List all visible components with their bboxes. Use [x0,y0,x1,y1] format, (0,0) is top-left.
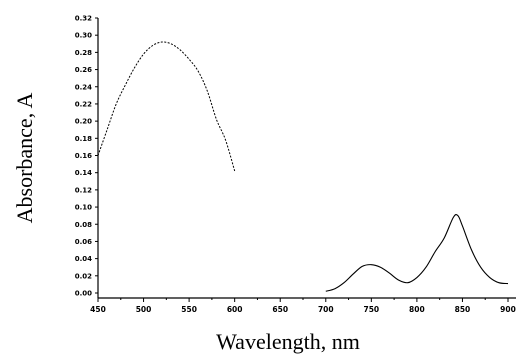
y-ticks: 0.00 0.02 0.04 0.06 0.08 0.10 0.12 0.14 0.16 0.18… [75,15,98,298]
y-tick-label: 0.02 [75,272,92,280]
y-tick-label: 0.10 [75,204,92,212]
y-tick-label: 0.12 [75,186,92,194]
y-tick-label: 0.16 [75,152,92,160]
x-tick-label: 800 [409,305,425,314]
series-line-1 [97,41,236,172]
y-tick-label: 0.04 [75,255,92,263]
x-tick-label: 850 [455,305,471,314]
y-tick-label: 0.22 [75,100,92,108]
y-tick-label: 0.26 [75,66,92,74]
y-tick-label: 0.20 [75,118,92,126]
y-tick-label: 0.18 [75,135,92,143]
y-tick-label: 0.00 [75,290,92,298]
x-tick-label: 550 [181,305,197,314]
x-tick-label: 750 [364,305,380,314]
y-tick-label: 0.06 [75,238,92,246]
x-tick-label: 900 [500,305,516,314]
x-tick-label: 450 [90,305,106,314]
series-line-2 [325,214,509,292]
y-tick-label: 0.08 [75,221,92,229]
series-layer [97,41,509,292]
y-tick-label: 0.24 [75,83,92,91]
x-ticks: 450 500 550 600 650 700 750 800 850 900 [90,298,516,314]
x-tick-label: 600 [227,305,243,314]
y-tick-label: 0.32 [75,15,92,23]
y-axis-title: Absorbance, A [12,93,37,224]
plot-area: 0.00 0.02 0.04 0.06 0.08 0.10 0.12 0.14 0.16 0.18… [75,15,516,314]
y-tick-label: 0.28 [75,49,92,57]
y-tick-label: 0.14 [75,169,92,177]
y-tick-label: 0.30 [75,32,92,40]
x-tick-label: 650 [272,305,288,314]
x-tick-label: 700 [318,305,334,314]
x-tick-label: 500 [136,305,152,314]
x-axis-title: Wavelength, nm [216,329,360,354]
